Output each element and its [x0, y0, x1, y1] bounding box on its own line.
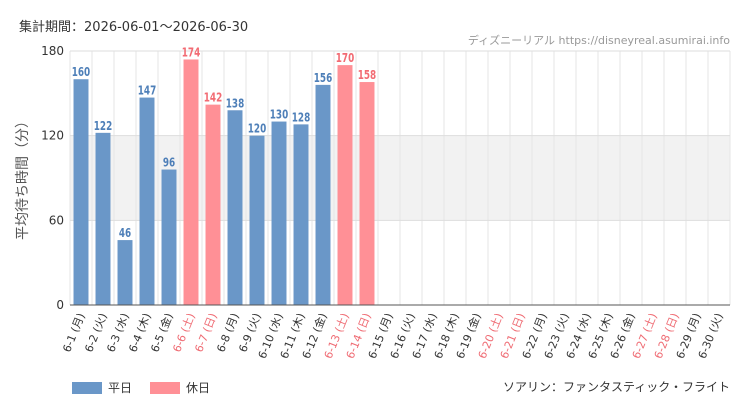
period-text: 集計期間：2026-06-01～2026-06-30 [19, 16, 248, 35]
y-tick-label: 120 [41, 129, 64, 143]
bar-value-label: 158 [358, 68, 377, 82]
legend-label-weekday: 平日 [108, 381, 133, 395]
bar [271, 121, 287, 305]
bar-value-label: 96 [163, 156, 175, 170]
bar-value-label: 120 [248, 122, 267, 136]
bar [95, 132, 111, 305]
bar [117, 240, 133, 305]
period-separator: ： [71, 20, 85, 35]
bar [293, 124, 309, 305]
bar [315, 84, 331, 305]
bar-value-label: 142 [204, 91, 223, 105]
y-tick-label: 60 [49, 213, 64, 227]
bar [205, 104, 221, 305]
bar [183, 59, 199, 305]
bar [161, 169, 177, 305]
legend-swatch-holiday [150, 381, 181, 394]
y-tick-label: 180 [41, 44, 64, 58]
bar [337, 65, 353, 305]
legend: 平日 休日 [72, 379, 210, 396]
bar-value-label: 138 [226, 96, 245, 110]
legend-item-weekday: 平日 [72, 379, 132, 396]
period-label: 集計期間 [19, 20, 72, 35]
bar [227, 110, 243, 306]
bar [73, 79, 89, 305]
legend-item-holiday: 休日 [150, 379, 210, 396]
period-value: 2026-06-01～2026-06-30 [84, 20, 249, 35]
bar-value-label: 160 [72, 65, 91, 79]
bar-value-label: 156 [314, 71, 333, 85]
bar-value-label: 122 [94, 119, 113, 133]
legend-swatch-weekday [72, 381, 102, 394]
source-name: ディズニーリアル [467, 34, 556, 47]
y-tick-label: 0 [56, 298, 64, 312]
legend-label-holiday: 休日 [186, 381, 211, 395]
bar-value-label: 46 [119, 226, 131, 240]
source-credit: ディズニーリアル https://disneyreal.asumirai.inf… [468, 32, 730, 48]
bar-value-label: 128 [292, 110, 311, 124]
bar-value-label: 170 [336, 51, 355, 65]
bar-value-label: 130 [270, 108, 289, 122]
bar [359, 82, 375, 306]
bar-value-label: 174 [182, 46, 201, 60]
attraction-name: ソアリン：ファンタスティック・フライト [502, 380, 730, 394]
bar [249, 135, 265, 305]
bar-value-label: 147 [138, 84, 157, 98]
bar [139, 97, 155, 305]
source-url[interactable]: https://disneyreal.asumirai.info [558, 34, 730, 47]
